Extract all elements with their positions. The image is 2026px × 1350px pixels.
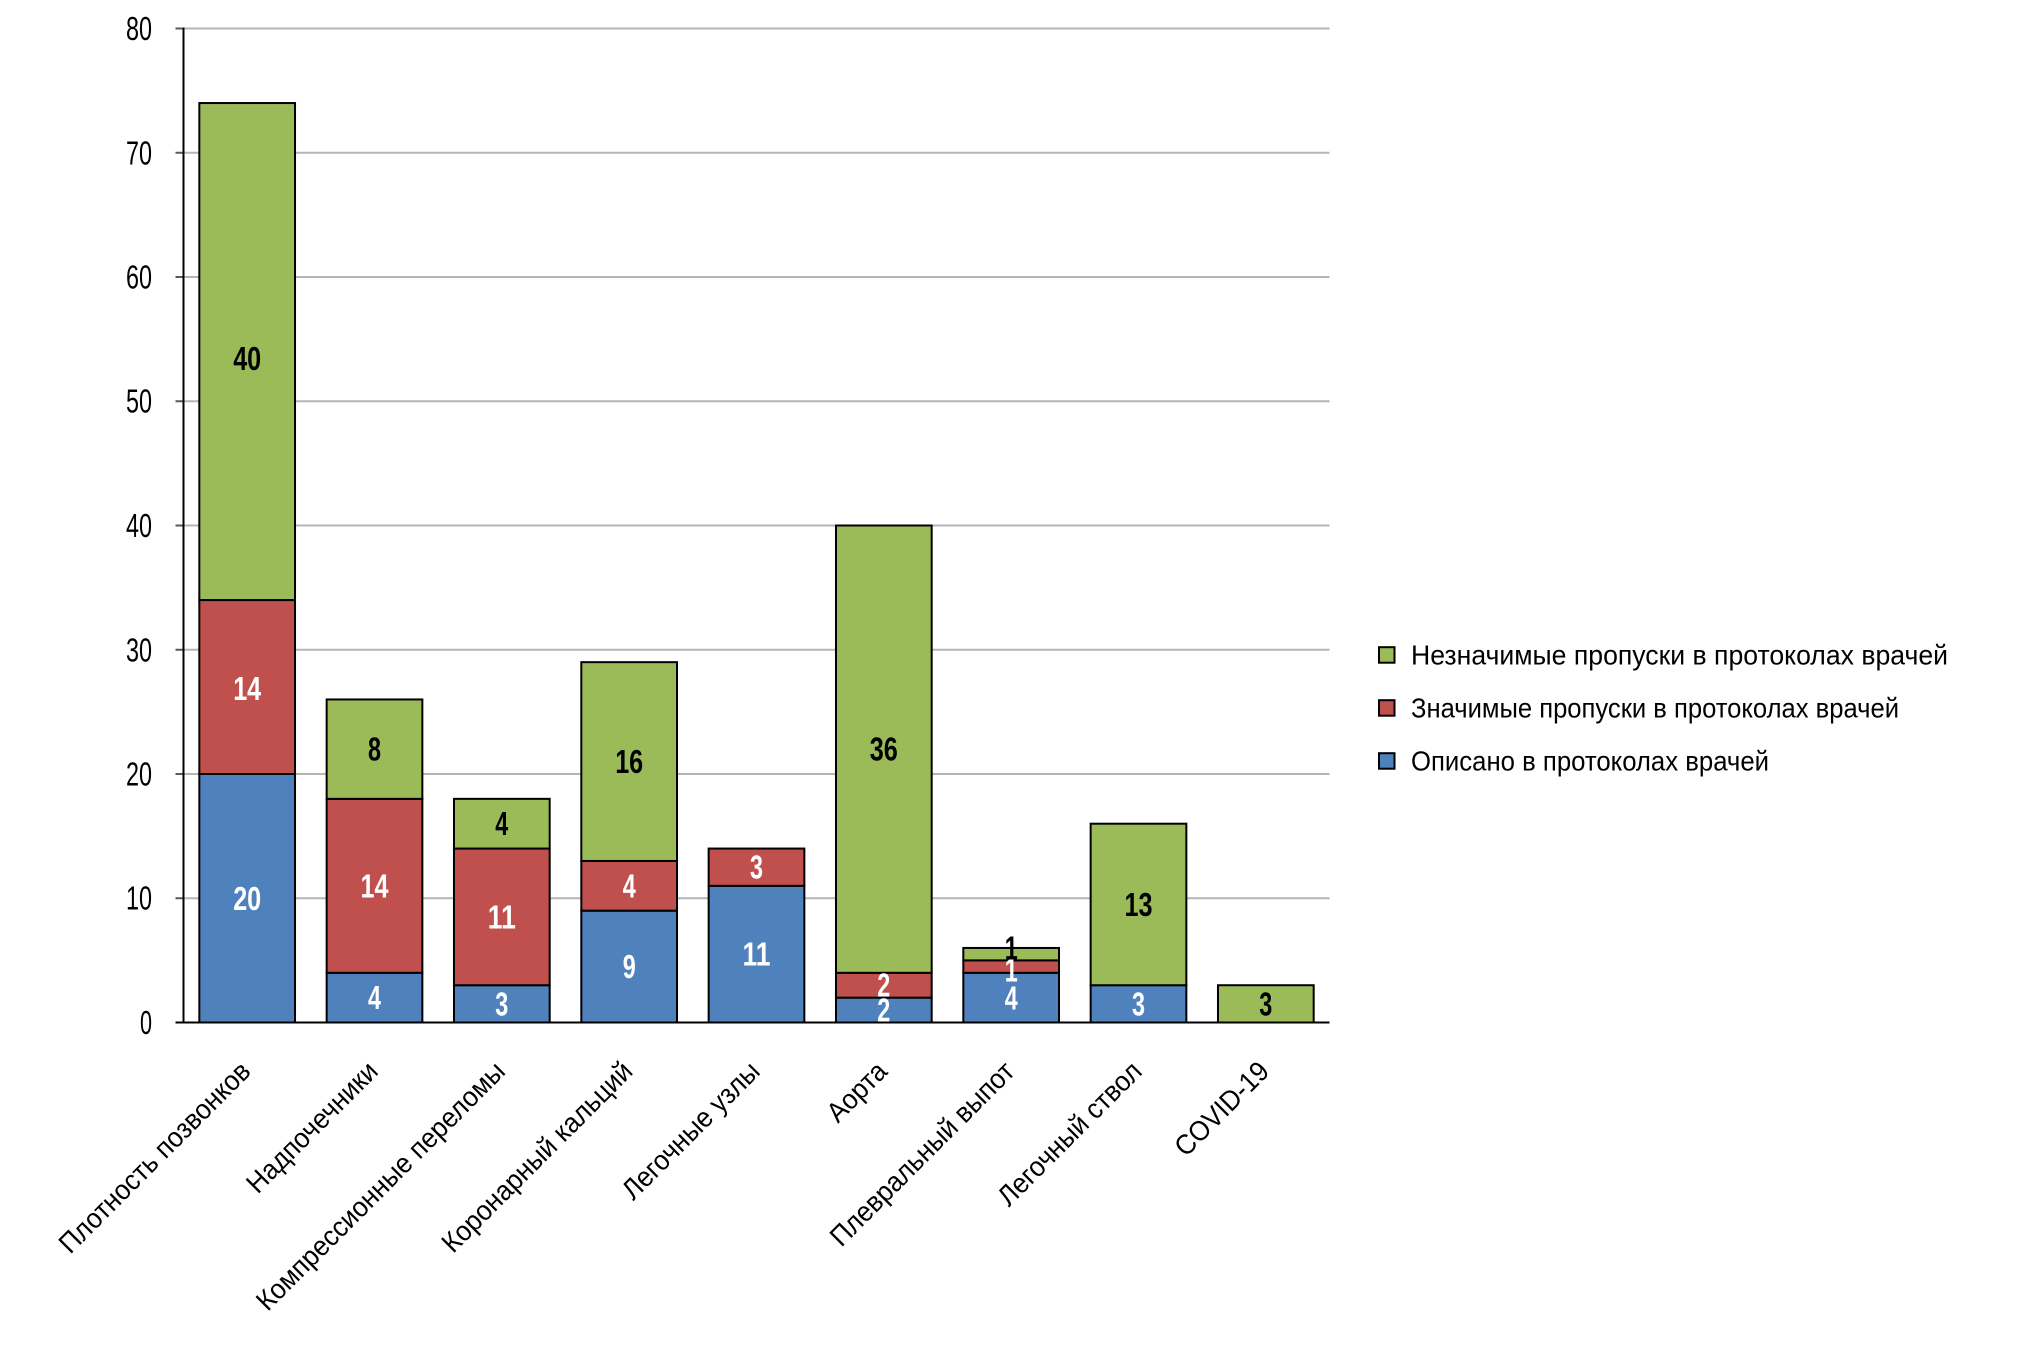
svg-text:9: 9 [623,948,636,985]
svg-text:16: 16 [615,743,643,780]
svg-text:8: 8 [368,731,381,768]
svg-text:13: 13 [1125,886,1153,923]
svg-text:36: 36 [870,731,898,768]
svg-text:14: 14 [361,867,389,904]
svg-text:2: 2 [877,992,890,1029]
svg-text:30: 30 [126,631,152,668]
svg-text:Значимые пропуски в протоколах: Значимые пропуски в протоколах врачей [1411,693,1899,724]
svg-text:20: 20 [233,880,261,917]
svg-text:Описано в протоколах врачей: Описано в протоколах врачей [1411,746,1769,777]
svg-text:1: 1 [1005,930,1018,967]
svg-text:3: 3 [1132,985,1145,1022]
svg-text:40: 40 [126,507,152,544]
svg-text:80: 80 [126,10,152,47]
svg-text:2: 2 [877,967,890,1004]
svg-text:50: 50 [126,383,152,420]
svg-text:40: 40 [233,340,261,377]
svg-text:11: 11 [488,898,516,935]
svg-text:4: 4 [368,979,381,1016]
svg-text:3: 3 [1259,985,1272,1022]
svg-text:60: 60 [126,259,152,296]
svg-text:1: 1 [1005,952,1018,989]
svg-text:10: 10 [126,880,152,917]
svg-text:0: 0 [140,1004,152,1041]
svg-text:4: 4 [1005,980,1018,1017]
svg-text:4: 4 [623,867,636,904]
svg-text:20: 20 [126,756,152,793]
svg-text:Незначимые пропуски в протокол: Незначимые пропуски в протоколах врачей [1411,640,1948,671]
svg-text:70: 70 [126,134,152,171]
svg-text:14: 14 [233,670,261,707]
svg-text:4: 4 [495,805,508,842]
svg-text:3: 3 [750,849,763,886]
svg-text:11: 11 [743,936,771,973]
svg-text:3: 3 [495,985,508,1022]
